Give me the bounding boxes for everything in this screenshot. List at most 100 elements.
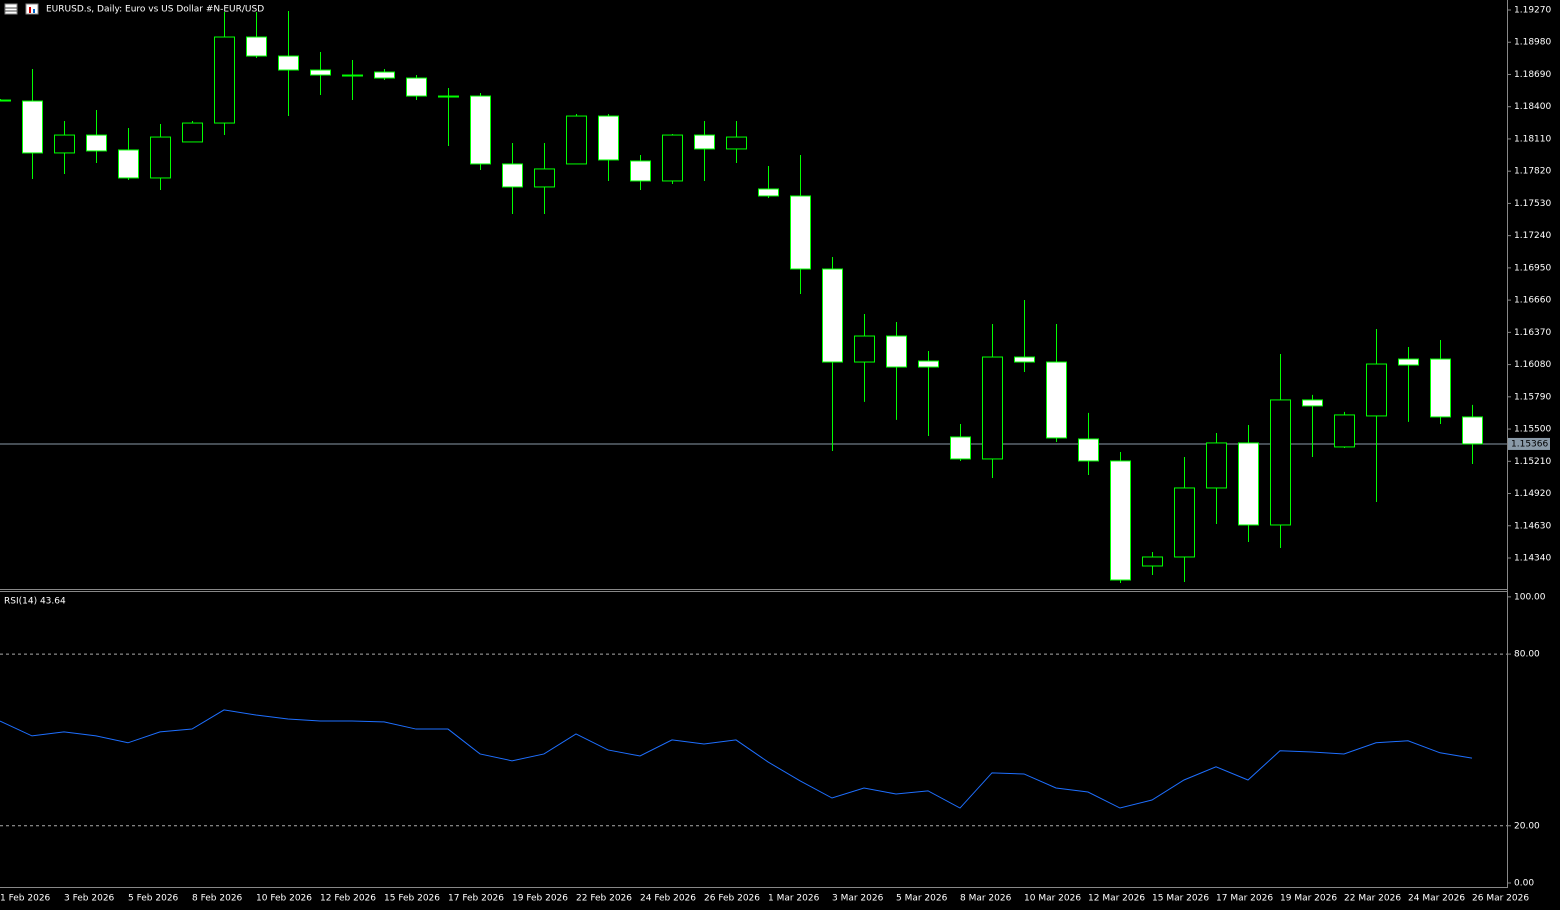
candle-body <box>1142 556 1163 567</box>
candle-body <box>182 122 203 143</box>
candle-body <box>534 168 555 188</box>
candle-body <box>726 136 747 150</box>
y-tick-label: 1.14340 <box>1514 553 1551 563</box>
candle-body <box>406 77 427 97</box>
candle-body <box>342 74 363 77</box>
price-label-box <box>1508 437 1550 450</box>
y-tick-label: 20.00 <box>1514 821 1540 831</box>
y-tick-label: 1.15500 <box>1514 425 1551 435</box>
x-tick-label: 15 Feb 2026 <box>384 894 440 904</box>
candle-body <box>1302 399 1323 407</box>
x-tick-label: 19 Feb 2026 <box>512 894 568 904</box>
x-tick-label: 8 Mar 2026 <box>960 894 1012 904</box>
candle-body <box>1046 361 1067 439</box>
x-tick-label: 10 Mar 2026 <box>1024 894 1081 904</box>
candle-body <box>694 134 715 150</box>
y-tick-label: 1.16950 <box>1514 263 1551 273</box>
x-tick-label: 5 Feb 2026 <box>128 894 179 904</box>
candle-body <box>1334 414 1355 448</box>
candle-body <box>310 69 331 76</box>
x-tick-label: 8 Feb 2026 <box>192 894 243 904</box>
y-tick-label: 1.14630 <box>1514 521 1551 531</box>
candle-body <box>950 436 971 460</box>
candle-body <box>1270 399 1291 526</box>
price-label: 1.15366 <box>1511 439 1548 449</box>
x-tick-label: 12 Mar 2026 <box>1088 894 1145 904</box>
indicator-label: RSI(14) 43.64 <box>4 597 66 607</box>
y-tick-label: 1.17530 <box>1514 199 1551 209</box>
x-tick-label: 22 Mar 2026 <box>1344 894 1401 904</box>
candle-body <box>214 36 235 124</box>
x-tick-label: 12 Feb 2026 <box>320 894 376 904</box>
candle-body <box>1430 358 1451 418</box>
candle-body <box>118 149 139 179</box>
candle-body <box>438 95 459 98</box>
candle-body <box>1078 438 1099 462</box>
candle-body <box>1014 356 1035 363</box>
y-tick-label: 100.00 <box>1514 592 1546 602</box>
candle-body <box>662 134 683 182</box>
candle-body <box>278 55 299 71</box>
candle-body <box>150 136 171 179</box>
chart-title: EURUSD.s, Daily: Euro vs US Dollar #N-EU… <box>46 5 264 15</box>
y-tick-label: 1.15210 <box>1514 457 1551 467</box>
x-tick-label: 24 Mar 2026 <box>1408 894 1465 904</box>
y-tick-label: 1.16080 <box>1514 360 1551 370</box>
x-tick-label: 10 Feb 2026 <box>256 894 312 904</box>
x-tick-label: 19 Mar 2026 <box>1280 894 1337 904</box>
y-tick-label: 1.15790 <box>1514 392 1551 402</box>
y-tick-label: 1.18110 <box>1514 134 1551 144</box>
candle-body <box>470 95 491 165</box>
candle-body <box>790 195 811 270</box>
candle-body <box>0 99 11 102</box>
candle-body <box>630 160 651 182</box>
y-tick-label: 1.19270 <box>1514 6 1551 16</box>
candle-body <box>1110 460 1131 581</box>
candle-body <box>758 188 779 197</box>
x-tick-label: 15 Mar 2026 <box>1152 894 1209 904</box>
x-tick-label: 24 Feb 2026 <box>640 894 696 904</box>
candle-body <box>1398 358 1419 366</box>
candle-body <box>1238 442 1259 526</box>
candle-body <box>566 115 587 165</box>
y-tick-label: 0.00 <box>1514 878 1534 888</box>
candle-body <box>54 134 75 154</box>
x-tick-label: 1 Feb 2026 <box>0 894 51 904</box>
candle-body <box>918 360 939 368</box>
y-tick-label: 1.14920 <box>1514 489 1551 499</box>
y-tick-label: 80.00 <box>1514 650 1540 660</box>
candle-body <box>1462 416 1483 445</box>
title-icons <box>4 3 39 15</box>
candle-body <box>1206 442 1227 489</box>
y-tick-label: 1.16660 <box>1514 296 1551 306</box>
candle-body <box>374 71 395 79</box>
candle-body <box>886 335 907 368</box>
y-tick-label: 1.18980 <box>1514 38 1551 48</box>
candle-body <box>598 115 619 161</box>
candle-body <box>246 36 267 57</box>
x-tick-label: 1 Mar 2026 <box>768 894 820 904</box>
x-tick-label: 26 Mar 2026 <box>1472 894 1529 904</box>
candle-body <box>22 100 43 154</box>
x-tick-label: 22 Feb 2026 <box>576 894 632 904</box>
candle-body <box>1174 487 1195 558</box>
candle-body <box>1366 363 1387 417</box>
y-tick-label: 1.17820 <box>1514 167 1551 177</box>
x-tick-label: 17 Feb 2026 <box>448 894 504 904</box>
x-tick-label: 26 Feb 2026 <box>704 894 760 904</box>
x-tick-label: 3 Mar 2026 <box>832 894 884 904</box>
x-tick-label: 17 Mar 2026 <box>1216 894 1273 904</box>
candle-body <box>854 335 875 363</box>
candle-body <box>86 134 107 152</box>
candle-body <box>502 163 523 188</box>
y-tick-label: 1.18690 <box>1514 70 1551 80</box>
y-tick-label: 1.16370 <box>1514 328 1551 338</box>
x-tick-label: 3 Feb 2026 <box>64 894 115 904</box>
x-tick-label: 5 Mar 2026 <box>896 894 948 904</box>
y-tick-label: 1.17240 <box>1514 231 1551 241</box>
candle-body <box>982 356 1003 460</box>
rsi-line <box>0 709 1473 809</box>
candle-body <box>822 268 843 363</box>
